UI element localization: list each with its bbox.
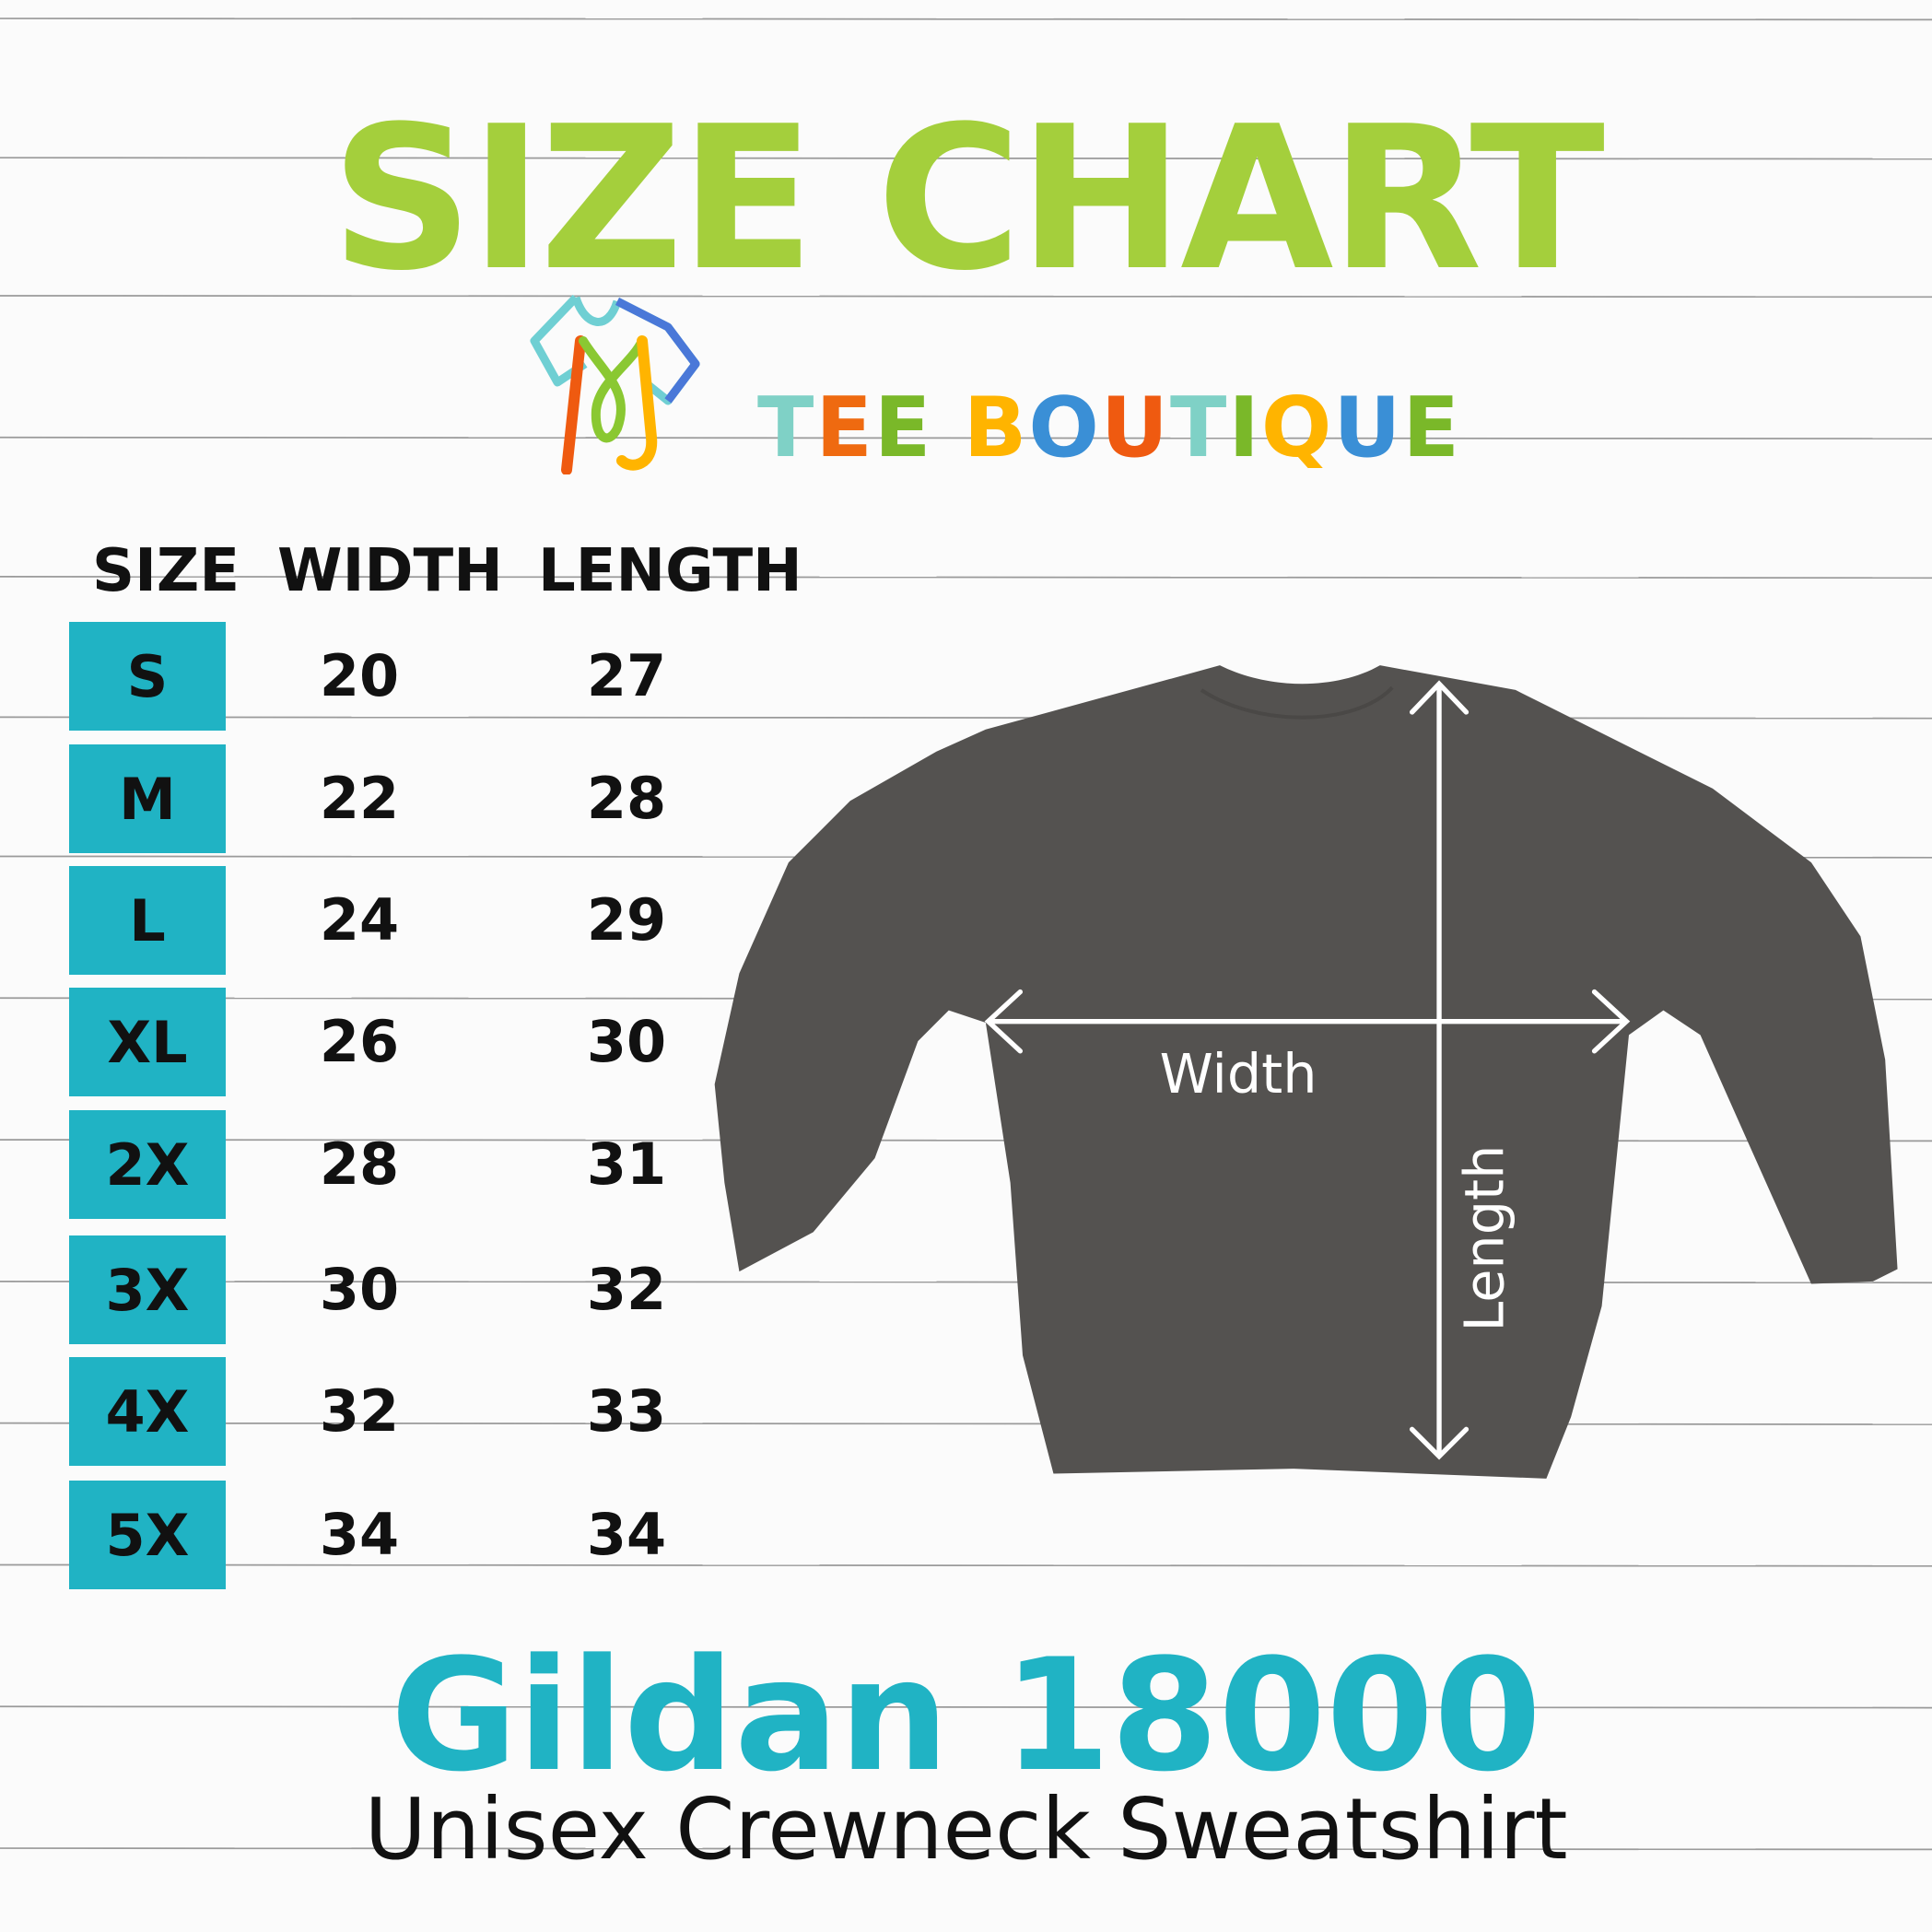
logo-letter: U: [1100, 380, 1170, 476]
length-arrow: [1409, 680, 1469, 1460]
length-value: 34: [586, 1501, 667, 1568]
size-badge: XL: [69, 988, 226, 1096]
length-value: 32: [586, 1256, 667, 1323]
header-length: LENGTH: [538, 537, 802, 605]
plank-line: [0, 1705, 1932, 1709]
width-arrow: [984, 989, 1631, 1054]
collar: [1200, 685, 1394, 720]
sweatshirt-diagram: Width Length: [714, 665, 1898, 1479]
logo-letter: E: [873, 380, 933, 476]
length-value: 31: [586, 1130, 667, 1198]
width-value: 26: [319, 1008, 400, 1075]
size-badge: L: [69, 866, 226, 975]
length-label: Length: [1453, 1145, 1516, 1332]
width-value: 34: [319, 1501, 400, 1568]
logo-letter: Q: [1260, 380, 1334, 476]
sweatshirt-image: [714, 665, 1898, 1479]
plank-line: [0, 295, 1932, 299]
width-value: 22: [319, 765, 400, 832]
header-width: WIDTH: [277, 537, 503, 605]
plank-line: [0, 18, 1932, 21]
plank-line: [0, 1847, 1932, 1851]
length-value: 33: [586, 1377, 667, 1445]
logo-wordmark: TEE BOUTIQUE: [757, 387, 1461, 470]
size-badge: 5X: [69, 1481, 226, 1589]
logo-letter: [932, 380, 963, 476]
width-value: 28: [319, 1130, 400, 1198]
product-name: Gildan 18000: [390, 1625, 1542, 1806]
plank-line: [0, 1563, 1932, 1567]
length-value: 29: [586, 886, 667, 954]
width-value: 24: [319, 886, 400, 954]
length-value: 28: [586, 765, 667, 832]
logo-letter: E: [1402, 380, 1461, 476]
page-title: SIZE CHART: [330, 83, 1605, 314]
plank-line: [0, 716, 1932, 720]
logo-letter: T: [757, 380, 816, 476]
plank-line: [0, 576, 1932, 580]
logo-letter: I: [1228, 380, 1261, 476]
logo-letter: U: [1333, 380, 1403, 476]
logo-letter: T: [1169, 380, 1229, 476]
length-value: 30: [586, 1008, 667, 1075]
logo-letter: E: [815, 380, 874, 476]
logo-letter: B: [963, 380, 1029, 476]
width-label: Width: [1160, 1042, 1317, 1106]
length-value: 27: [586, 642, 667, 709]
plank-line: [0, 436, 1932, 439]
size-badge: S: [69, 622, 226, 731]
size-badge: 4X: [69, 1357, 226, 1466]
tee-boutique-logo-icon: [530, 294, 700, 474]
width-value: 30: [319, 1256, 400, 1323]
plank-line: [0, 1422, 1932, 1425]
size-badge: 2X: [69, 1110, 226, 1219]
header-size: SIZE: [92, 537, 240, 605]
size-badge: M: [69, 744, 226, 853]
width-value: 20: [319, 642, 400, 709]
logo-letter: O: [1028, 380, 1101, 476]
width-value: 32: [319, 1377, 400, 1445]
product-description: Unisex Crewneck Sweatshirt: [364, 1780, 1568, 1879]
size-badge: 3X: [69, 1235, 226, 1344]
